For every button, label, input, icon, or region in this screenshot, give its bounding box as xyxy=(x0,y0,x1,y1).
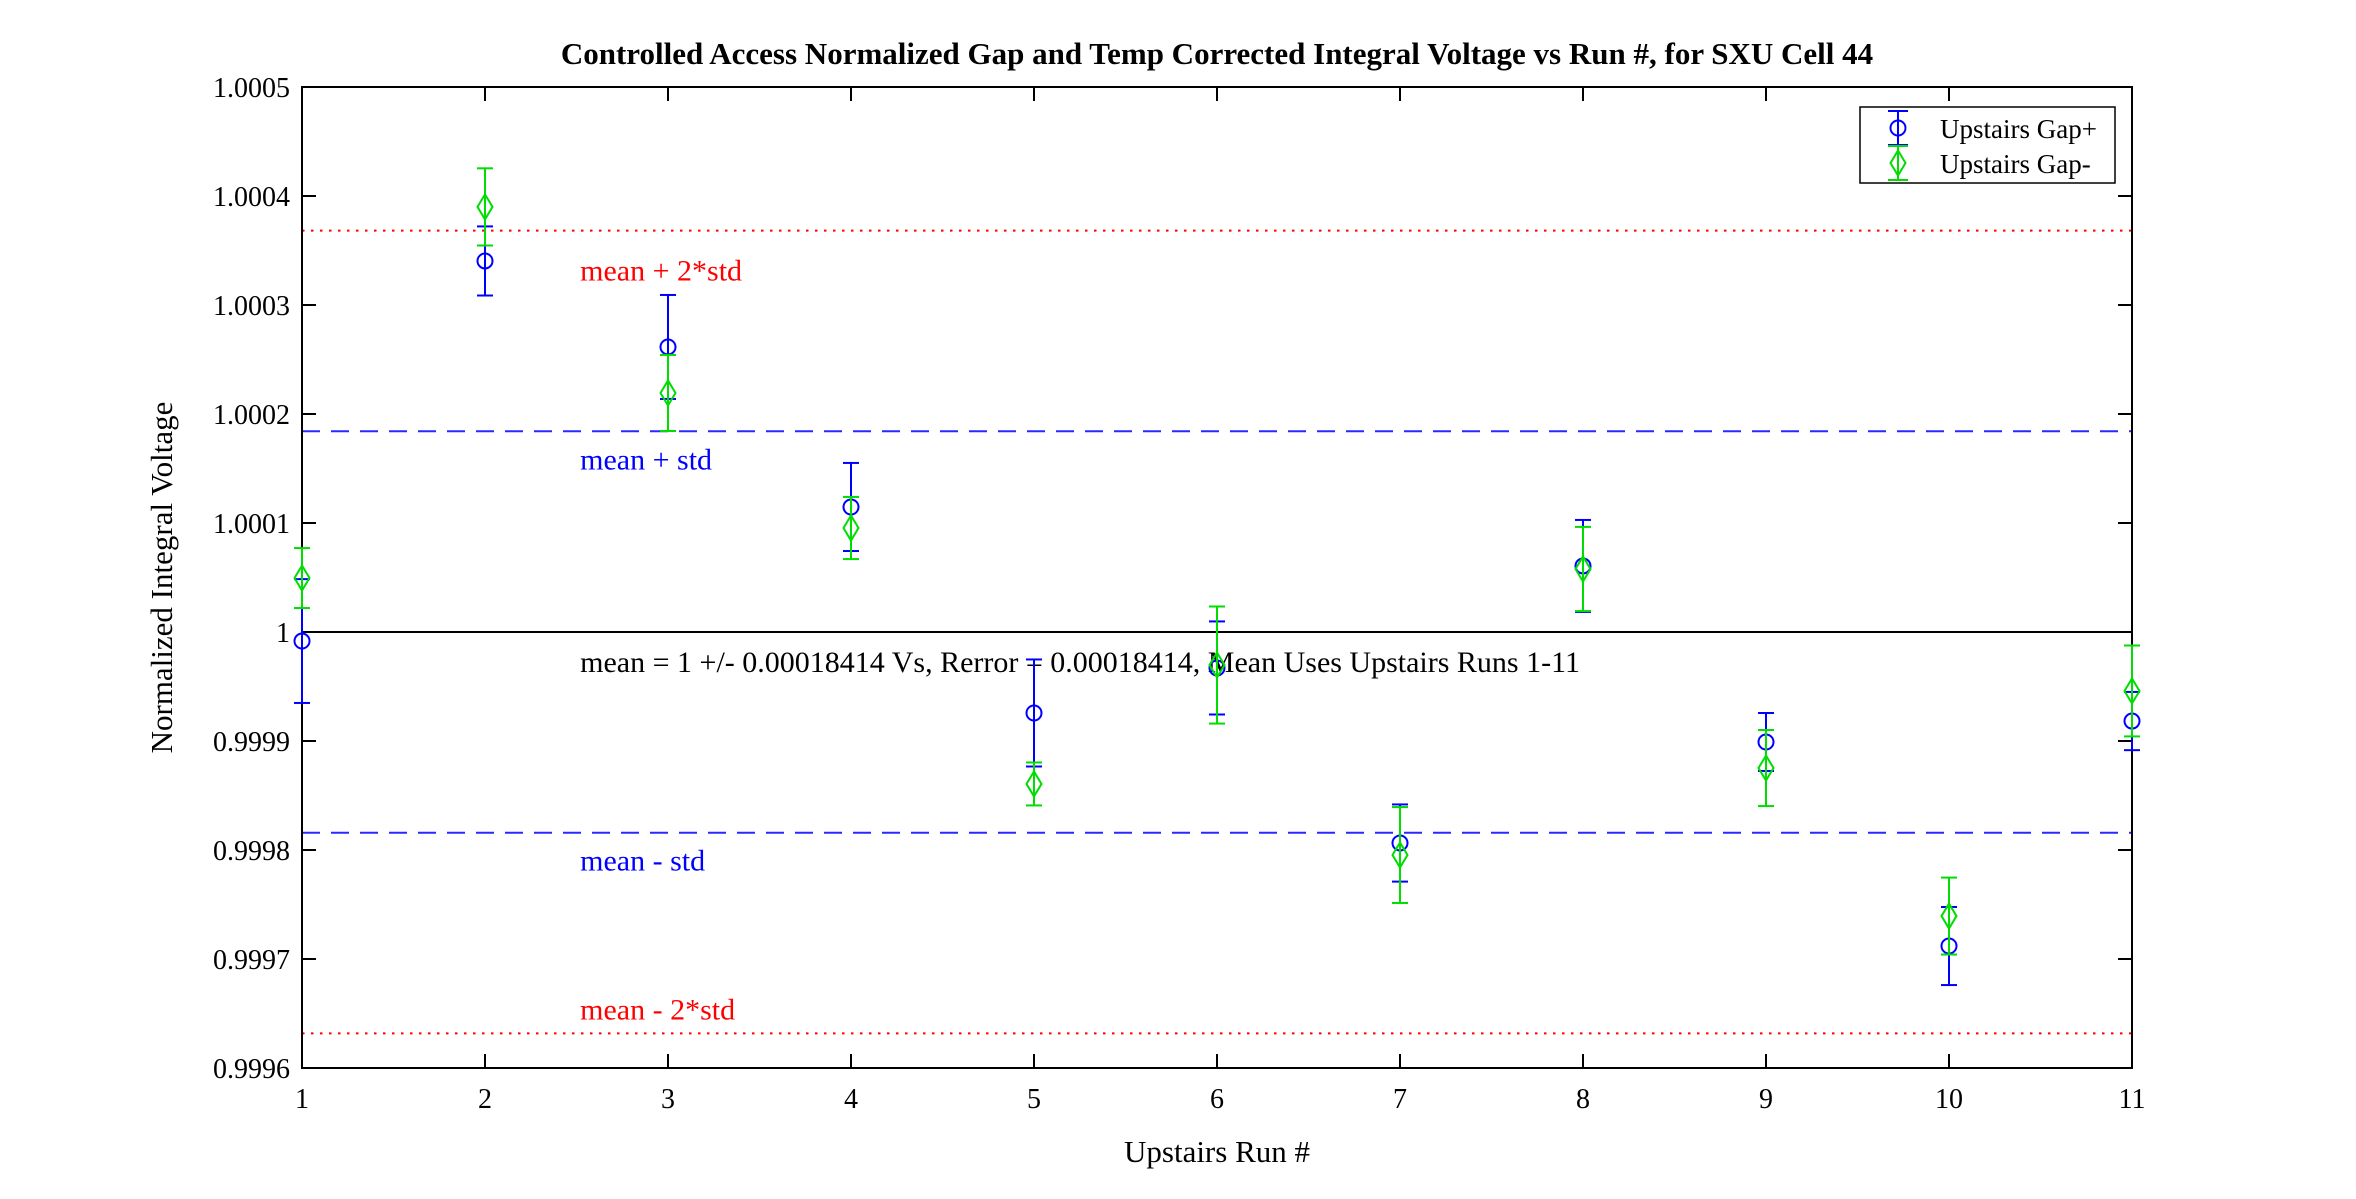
ref-line-label-mean-minus-2std: mean - 2*std xyxy=(580,993,735,1026)
y-tick-label: 0.9996 xyxy=(213,1054,290,1085)
ref-line-label-mean-plus-2std: mean + 2*std xyxy=(580,255,742,288)
x-tick-label: 5 xyxy=(1027,1084,1041,1115)
gap-minus-marker-run-3 xyxy=(659,378,677,408)
y-tick-label: 1.0004 xyxy=(213,182,290,213)
y-tick-label: 0.9998 xyxy=(213,836,290,867)
y-tick-label: 1.0003 xyxy=(213,291,290,322)
x-tick-label: 6 xyxy=(1210,1084,1224,1115)
gap-minus-marker-run-10 xyxy=(1940,901,1958,931)
gap-minus-marker-run-9 xyxy=(1757,753,1775,783)
plot-box xyxy=(301,86,2133,1069)
x-tick-label: 11 xyxy=(2119,1084,2146,1115)
x-tick-label: 2 xyxy=(478,1084,492,1115)
gap-minus-marker-run-1 xyxy=(293,563,311,593)
legend-diamond-icon xyxy=(1889,148,1907,178)
x-tick-label: 1 xyxy=(295,1084,309,1115)
ref-line-label-mean-plus-std: mean + std xyxy=(580,443,712,476)
y-axis-label: Normalized Integral Voltage xyxy=(144,402,179,754)
annotation-mean-annotation: mean = 1 +/- 0.00018414 Vs, Rerror = 0.0… xyxy=(580,646,1580,679)
gap-minus-marker-run-4 xyxy=(842,513,860,543)
gap-plus-marker-run-2 xyxy=(476,252,494,270)
gap-minus-marker-run-5 xyxy=(1025,769,1043,799)
y-tick-label: 0.9999 xyxy=(213,727,290,758)
ref-line-label-mean-minus-std: mean - std xyxy=(580,845,705,878)
y-tick-label: 1 xyxy=(276,618,290,649)
gap-plus-marker-run-1 xyxy=(293,632,311,650)
y-tick-label: 1.0005 xyxy=(213,73,290,104)
x-tick-label: 9 xyxy=(1759,1084,1773,1115)
x-tick-label: 10 xyxy=(1935,1084,1963,1115)
x-tick-label: 3 xyxy=(661,1084,675,1115)
x-axis-label: Upstairs Run # xyxy=(1124,1134,1310,1169)
gap-minus-marker-run-2 xyxy=(476,192,494,222)
y-tick-label: 1.0002 xyxy=(213,400,290,431)
gap-minus-marker-run-11 xyxy=(2123,676,2141,706)
x-tick-label: 8 xyxy=(1576,1084,1590,1115)
legend-circle-icon xyxy=(1889,119,1907,137)
y-tick-label: 1.0001 xyxy=(213,509,290,540)
gap-minus-marker-run-7 xyxy=(1391,840,1409,870)
x-tick-label: 4 xyxy=(844,1084,858,1115)
chart-title: Controlled Access Normalized Gap and Tem… xyxy=(561,36,1873,71)
y-tick-label: 0.9997 xyxy=(213,945,290,976)
gap-minus-marker-run-8 xyxy=(1574,554,1592,584)
gap-minus-marker-run-6 xyxy=(1208,650,1226,680)
gap-plus-marker-run-5 xyxy=(1025,704,1043,722)
legend-entry-label: Upstairs Gap+ xyxy=(1940,114,2097,144)
x-tick-label: 7 xyxy=(1393,1084,1407,1115)
legend-entry-label: Upstairs Gap- xyxy=(1940,149,2091,179)
